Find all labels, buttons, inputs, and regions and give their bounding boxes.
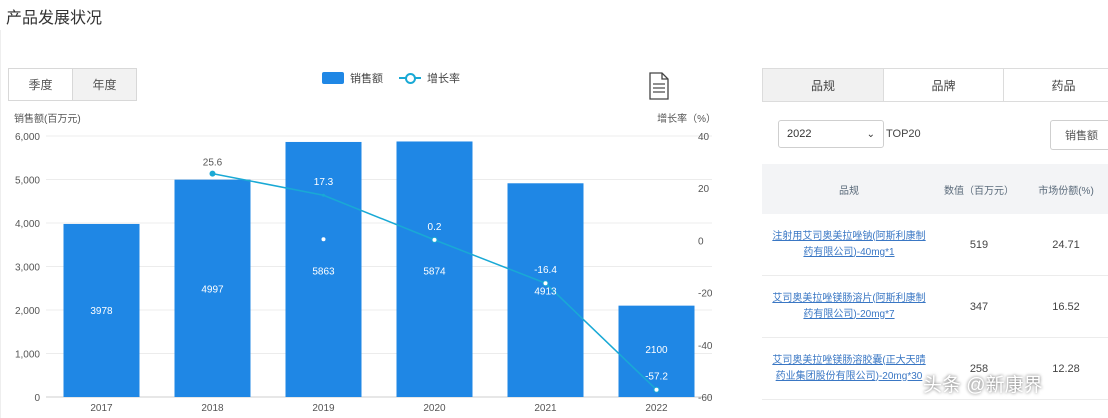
row-2-share: 16.52 <box>1052 300 1080 313</box>
header-value[interactable]: 数值（百万元） <box>944 185 1014 197</box>
y-tick-label: 5,000 <box>15 176 40 187</box>
growth-value-label: -16.4 <box>534 265 557 276</box>
period-toggle: 季度 年度 <box>8 68 137 101</box>
legend-label-sales: 销售额 <box>350 73 383 85</box>
growth-value-label: 17.3 <box>314 177 334 188</box>
year-select-value: 2022 <box>787 128 812 140</box>
line-layer <box>209 170 660 393</box>
chevron-down-icon: ⌄ <box>866 128 875 140</box>
x-tick-label: 2022 <box>645 403 668 414</box>
tab-spec[interactable]: 品规 <box>763 69 883 101</box>
bar-layer <box>63 141 695 397</box>
ranking-tabs: 品规 品牌 药品 <box>762 68 1108 102</box>
y-tick-label: 6,000 <box>15 132 40 143</box>
y-axis-title: 销售额(百万元) <box>14 112 81 125</box>
y2-tick-label: -40 <box>698 341 713 352</box>
growth-point <box>542 280 549 287</box>
y-tick-label: 2,000 <box>15 306 40 317</box>
watermark: 头条 @新康界 <box>923 375 1043 396</box>
legend-swatch-sales <box>322 72 344 84</box>
y-tick-label: 3,000 <box>15 263 40 274</box>
legend-item-growth[interactable]: 增长率 <box>399 70 460 86</box>
legend-swatch-growth <box>399 72 421 84</box>
growth-value-label: -57.2 <box>645 372 668 383</box>
x-tick-label: 2018 <box>201 403 224 414</box>
row-2-product-link[interactable]: 艾司奥美拉唑镁肠溶片(阿斯利康制药有限公司)-20mg*7 <box>772 292 926 320</box>
growth-point <box>431 236 438 243</box>
year-toggle-button[interactable]: 年度 <box>72 69 136 100</box>
y2-tick-label: 40 <box>698 132 710 143</box>
tab-brand[interactable]: 品牌 <box>883 69 1003 101</box>
table-header: 品规 数值（百万元） 市场份额(%) <box>762 164 1108 214</box>
bar-value-label: 4913 <box>534 286 557 297</box>
table-row: 注射用艾司奥美拉唑钠(阿斯利康制药有限公司)-40mg*1 519 24.71 <box>762 214 1108 276</box>
page-title: 产品发展状况 <box>6 10 103 27</box>
bar <box>507 183 584 397</box>
legend-item-sales[interactable]: 销售额 <box>322 70 383 86</box>
bar <box>396 141 473 397</box>
row-3-product-link[interactable]: 艾司奥美拉唑镁肠溶胶囊(正大天晴药业集团股份有限公司)-20mg*30 <box>772 354 926 382</box>
y-tick-label: 0 <box>34 393 40 404</box>
bar <box>174 179 251 397</box>
bar <box>285 141 362 397</box>
bar <box>618 305 695 397</box>
growth-point <box>653 386 660 393</box>
y2-axis-title: 增长率（%） <box>657 112 716 125</box>
y-tick-label: 1,000 <box>15 350 40 361</box>
row-3-share: 12.28 <box>1052 362 1080 375</box>
table-row: 艾司奥美拉唑镁肠溶片(阿斯利康制药有限公司)-20mg*7 347 16.52 <box>762 276 1108 338</box>
growth-value-label: 25.6 <box>203 158 223 169</box>
chart-legend: 销售额 增长率 <box>322 70 476 86</box>
y2-tick-label: -60 <box>698 393 713 404</box>
top-n-label: TOP20 <box>886 128 921 140</box>
bar-value-label: 4997 <box>201 285 224 296</box>
quarter-toggle-button[interactable]: 季度 <box>9 69 72 100</box>
header-share[interactable]: 市场份额(%) <box>1038 185 1094 197</box>
row-3-value: 258 <box>969 362 989 375</box>
x-tick-label: 2021 <box>534 403 557 414</box>
bar-value-label: 5874 <box>423 266 446 277</box>
y2-tick-label: 0 <box>698 236 704 247</box>
document-icon[interactable] <box>649 72 669 100</box>
filter-row: 2022 ⌄ TOP20 <box>778 120 921 148</box>
row-1-share: 24.71 <box>1052 238 1080 251</box>
row-1-value: 519 <box>969 238 989 251</box>
bar <box>63 223 140 397</box>
x-tick-label: 2019 <box>312 403 335 414</box>
legend-label-growth: 增长率 <box>427 73 460 85</box>
label-layer: 3978 4997 5863 5874 4913 2100 25.6 17.3 0.2 -16.4… <box>90 158 668 383</box>
growth-point <box>321 237 326 242</box>
bar-value-label: 5863 <box>312 267 335 278</box>
year-select[interactable]: 2022 ⌄ <box>778 120 884 148</box>
row-1-product-link[interactable]: 注射用艾司奥美拉唑钠(阿斯利康制药有限公司)-40mg*1 <box>772 230 926 258</box>
chart-panel-border <box>0 30 745 418</box>
ranking-table: 品规 数值（百万元） 市场份额(%) 注射用艾司奥美拉唑钠(阿斯利康制药有限公司… <box>762 164 1108 400</box>
growth-point <box>322 193 325 197</box>
ranking-panel: 品规 品牌 药品 2022 ⌄ TOP20 销售额 品规 数值（百万元） 市场份… <box>762 68 1108 418</box>
y-tick-label: 4,000 <box>15 219 40 230</box>
bar-value-label: 2100 <box>645 345 668 356</box>
x-tick-label: 2020 <box>423 403 446 414</box>
y2-tick-label: 20 <box>698 184 710 195</box>
growth-value-label: 0.2 <box>428 222 442 233</box>
bar-value-label: 3978 <box>90 306 113 317</box>
header-spec[interactable]: 品规 <box>839 185 859 197</box>
x-tick-label: 2017 <box>90 403 113 414</box>
sales-metric-button[interactable]: 销售额 <box>1050 120 1108 150</box>
grid-layer: 0 1,000 2,000 3,000 4,000 5,000 6,000 -60 -40 -20… <box>15 132 713 414</box>
tab-drug[interactable]: 药品 <box>1003 69 1108 101</box>
row-2-value: 347 <box>969 300 989 313</box>
growth-point <box>209 170 216 177</box>
y2-tick-label: -20 <box>698 289 713 300</box>
sales-growth-chart: 销售额(百万元) 增长率（%） 0 1,000 2,000 3,000 4,000 5,0… <box>14 112 716 414</box>
table-row: 艾司奥美拉唑镁肠溶胶囊(正大天晴药业集团股份有限公司)-20mg*30 258 … <box>762 338 1108 400</box>
